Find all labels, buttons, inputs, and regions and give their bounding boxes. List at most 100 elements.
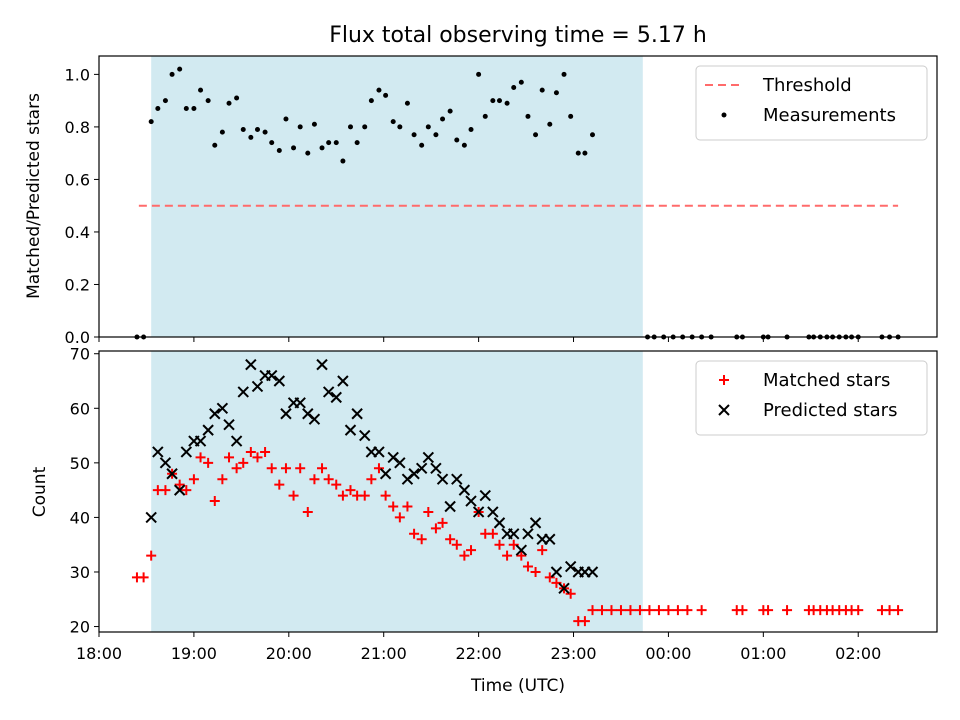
matched-stars-point (252, 452, 263, 463)
matched-stars-point (274, 479, 285, 490)
measurement-point (219, 129, 225, 135)
predicted-stars-point (558, 582, 570, 595)
measurement-point (205, 98, 211, 104)
predicted-stars-point (194, 435, 207, 447)
matched-stars-point (146, 550, 157, 561)
legend-measurement-swatch (721, 112, 727, 118)
matched-stars-point (487, 528, 498, 539)
matched-stars-point (544, 572, 555, 583)
matched-stars-point (587, 605, 598, 616)
measurement-point (440, 116, 446, 122)
measurement-point (333, 140, 339, 146)
top-y-axis-label: Matched/Predicted stars (24, 93, 44, 299)
predicted-stars-point (230, 435, 243, 447)
predicted-stars-point (472, 506, 485, 518)
predicted-stars-point (237, 386, 249, 398)
matched-stars-point (782, 605, 793, 616)
measurement-point (240, 127, 246, 133)
measurement-point (248, 134, 254, 140)
legend-label: Threshold (762, 75, 852, 96)
legend-label: Matched stars (763, 370, 890, 391)
measurement-point (533, 132, 539, 138)
measurement-point (468, 127, 474, 133)
measurement-point (368, 98, 374, 104)
y-tick-label: 1.0 (65, 65, 90, 84)
measurement-point (496, 98, 502, 104)
x-tick-label: 23:00 (550, 644, 596, 663)
matched-stars-point (565, 588, 576, 599)
predicted-stars-point (351, 408, 363, 420)
measurement-point (305, 150, 311, 156)
measurement-point (404, 100, 410, 106)
plot-frame (98, 350, 938, 633)
matched-stars-point (634, 605, 645, 616)
x-tick-label: 18:00 (76, 644, 122, 663)
measurement-point (419, 142, 425, 148)
matched-stars-point (238, 457, 249, 468)
measurement-point (504, 100, 510, 106)
matched-stars-point (625, 605, 636, 616)
measurement-point (198, 87, 204, 93)
matched-stars-point (366, 474, 377, 485)
measurement-point (589, 132, 595, 138)
legend-label: Measurements (763, 105, 896, 126)
y-tick-label: 0.4 (65, 223, 90, 242)
predicted-stars-point (173, 484, 186, 496)
y-tick-label: 40 (70, 508, 90, 527)
matched-stars-point (309, 474, 320, 485)
matched-stars-point (672, 605, 683, 616)
y-tick-label: 50 (70, 454, 90, 473)
x-tick-label: 19:00 (171, 644, 217, 663)
measurement-point (561, 71, 567, 77)
predicted-stars-point (273, 375, 286, 387)
measurement-point (383, 92, 389, 98)
measurement-point (454, 137, 460, 143)
measurement-point (162, 98, 168, 104)
measurement-point (311, 121, 317, 127)
matched-stars-point (402, 501, 413, 512)
matched-stars-point (893, 605, 904, 616)
x-tick-label: 02:00 (835, 644, 881, 663)
matched-stars-point (459, 550, 470, 561)
matched-stars-point (522, 561, 533, 572)
x-tick-label: 20:00 (266, 644, 312, 663)
x-tick-label: 22:00 (456, 644, 502, 663)
matched-stars-point (160, 485, 171, 496)
measurement-point (177, 66, 183, 72)
measurement-point (582, 150, 588, 156)
matched-stars-point (663, 605, 674, 616)
predicted-stars-point (422, 451, 435, 464)
matched-stars-point (317, 463, 328, 474)
predicted-stars-point (564, 560, 577, 573)
predicted-stars-point (166, 468, 178, 480)
matched-stars-point (516, 550, 527, 561)
matched-stars-point (181, 485, 192, 496)
measurement-point (354, 140, 360, 146)
top-panel: 0.0 0.2 0.4 0.6 0.8 1.0 Threshold Measurements (65, 55, 938, 347)
x-tick-label: 21:00 (361, 644, 407, 663)
matched-stars-point (266, 463, 277, 474)
matched-stars-point (288, 490, 299, 501)
legend-box (695, 360, 928, 436)
predicted-stars-point (430, 462, 442, 475)
measurement-point (461, 142, 467, 148)
measurement-point (362, 124, 368, 130)
matched-stars-point (260, 446, 271, 457)
bottom-y-axis-label: Count (30, 466, 50, 517)
matched-stars-point (217, 474, 228, 485)
matched-stars-point (502, 550, 513, 561)
matched-stars-point (445, 534, 456, 545)
measurement-point (169, 71, 175, 77)
matched-stars-point (653, 605, 664, 616)
matched-stars-point (295, 463, 306, 474)
matched-stars-point (331, 479, 342, 490)
y-tick-label: 0.8 (65, 118, 90, 137)
measurement-point (390, 119, 396, 125)
measurement-point (447, 108, 453, 114)
matched-stars-point (494, 539, 505, 550)
matched-stars-point (394, 512, 405, 523)
matched-stars-point (853, 605, 864, 616)
measurement-point (340, 158, 346, 164)
measurement-point (376, 87, 382, 93)
